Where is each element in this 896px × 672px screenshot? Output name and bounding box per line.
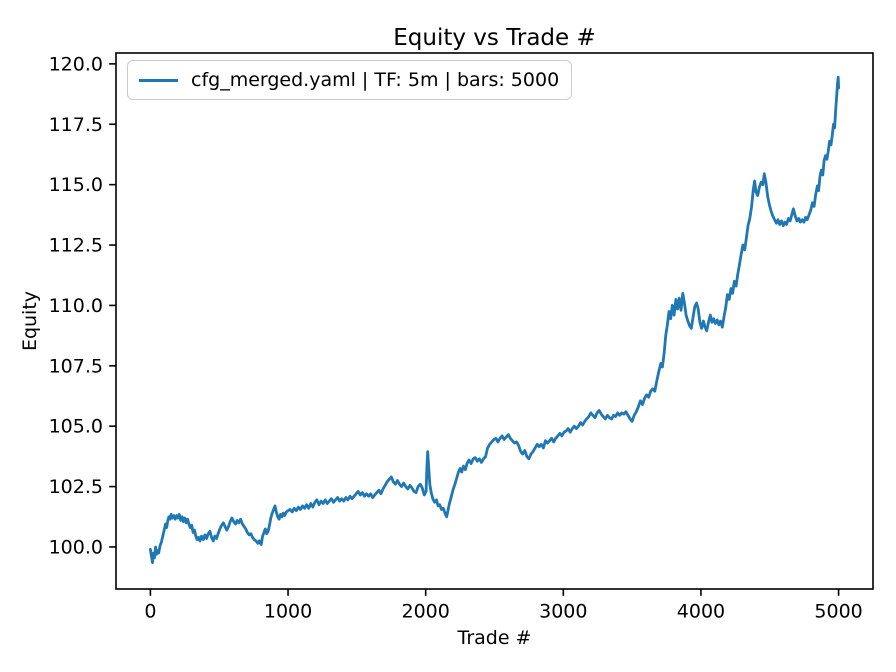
y-tick-label: 105.0: [49, 416, 103, 438]
x-tick-label: 0: [144, 601, 156, 623]
x-tick-label: 3000: [539, 601, 587, 623]
x-tick-label: 5000: [814, 601, 862, 623]
y-axis-ticks: 100.0 102.5 105.0 107.5 110.0 112.5 115.0 117.5…: [49, 53, 116, 558]
x-axis-label: Trade #: [457, 627, 532, 649]
y-tick-label: 112.5: [49, 235, 103, 257]
axes-frame: [115, 52, 874, 590]
y-axis-label: Equity: [19, 290, 41, 352]
y-tick-label: 120.0: [49, 53, 103, 75]
x-axis-ticks: 0 1000 2000 3000 4000 5000: [144, 589, 863, 623]
chart-title: Equity vs Trade #: [393, 25, 596, 51]
y-tick-label: 115.0: [49, 174, 103, 196]
x-tick-label: 1000: [264, 601, 312, 623]
equity-series-line: [148, 75, 840, 565]
y-tick-label: 117.5: [49, 114, 103, 136]
y-tick-label: 107.5: [49, 355, 103, 377]
legend-label: cfg_merged.yaml | TF: 5m | bars: 5000: [191, 69, 560, 91]
x-tick-label: 2000: [402, 601, 450, 623]
x-tick-label: 4000: [677, 601, 725, 623]
legend: cfg_merged.yaml | TF: 5m | bars: 5000: [127, 60, 573, 100]
legend-line-sample: [139, 78, 178, 82]
y-tick-label: 110.0: [49, 295, 103, 317]
y-tick-label: 100.0: [49, 536, 103, 558]
y-tick-label: 102.5: [49, 476, 103, 498]
